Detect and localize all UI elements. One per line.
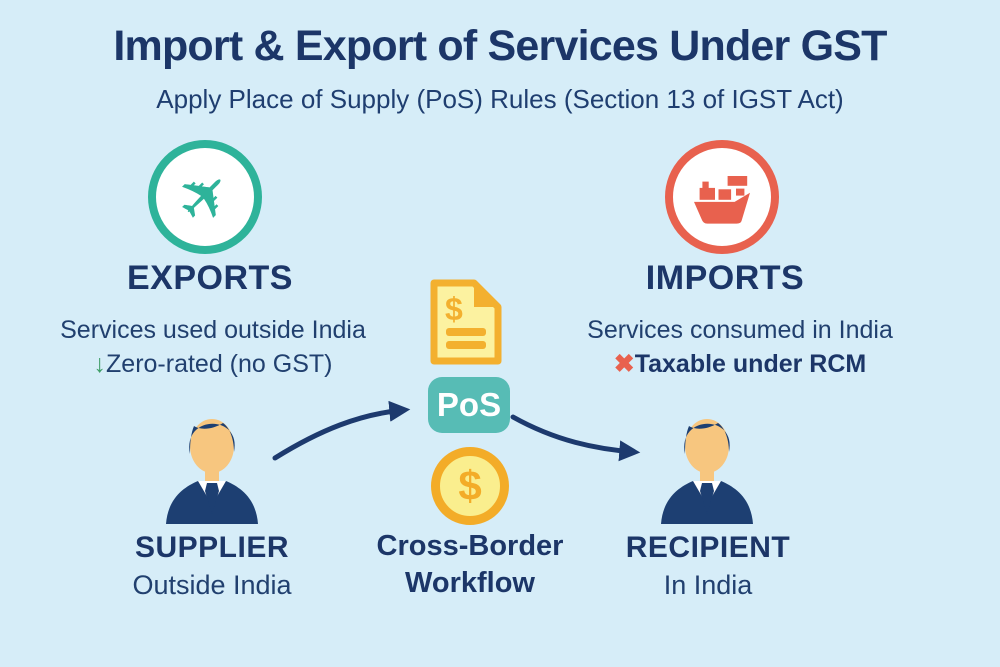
recipient-avatar [661, 419, 753, 524]
exports-line2: ↓Zero-rated (no GST) [15, 347, 411, 381]
workflow-line2: Workflow [405, 567, 535, 599]
exports-circle-badge: ✈ [148, 140, 262, 254]
imports-heading: IMPORTS [645, 259, 805, 297]
page-subtitle: Apply Place of Supply (PoS) Rules (Secti… [156, 84, 844, 114]
invoice-document-icon: $ [430, 279, 502, 365]
airplane-icon: ✈ [160, 152, 250, 242]
cargo-ship-icon [694, 176, 750, 224]
dollar-coin-icon: $ [431, 447, 509, 525]
imports-line1: Services consumed in India [587, 316, 893, 344]
document-dollar-symbol: $ [445, 291, 463, 327]
exports-line2-text: Zero-rated (no GST) [106, 350, 333, 378]
arrow-pos-to-recipient [510, 414, 641, 462]
workflow-line1: Cross-Border [376, 530, 564, 562]
exports-description: Services used outside India ↓Zero-rated … [15, 313, 411, 381]
supplier-avatar [166, 419, 258, 524]
supplier-heading: SUPPLIER [134, 531, 290, 564]
imports-line2-text: Taxable under RCM [634, 350, 867, 378]
coin-dollar-symbol: $ [458, 462, 482, 509]
exports-line1: Services used outside India [60, 316, 366, 344]
workflow-caption: Cross-Border Workflow [345, 528, 595, 602]
pos-badge: PoS [428, 377, 510, 433]
page-title: Import & Export of Services Under GST [113, 22, 887, 70]
cross-icon: ✖ [613, 350, 635, 378]
imports-circle-badge [665, 140, 779, 254]
supplier-location: Outside India [132, 570, 292, 600]
down-arrow-icon: ↓ [93, 350, 107, 378]
recipient-location: In India [663, 570, 753, 600]
imports-line2: ✖Taxable under RCM [535, 347, 945, 381]
imports-description: Services consumed in India ✖Taxable unde… [535, 313, 945, 381]
recipient-heading: RECIPIENT [625, 531, 791, 564]
exports-heading: EXPORTS [127, 259, 293, 297]
arrow-supplier-to-pos [272, 400, 411, 461]
